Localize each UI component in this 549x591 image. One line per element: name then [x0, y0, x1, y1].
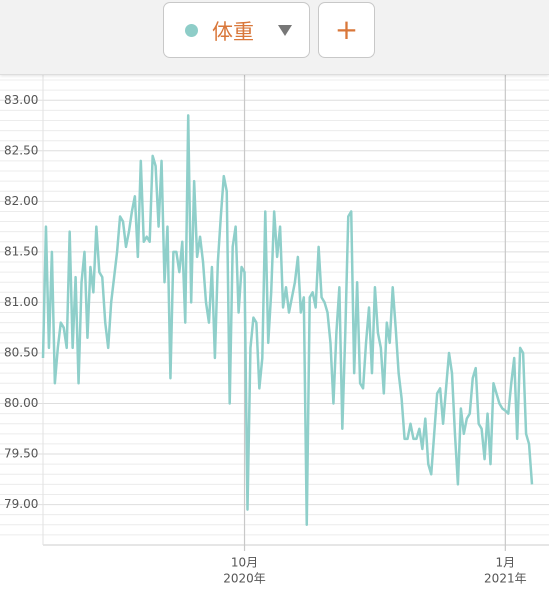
dropdown-arrow	[278, 25, 292, 36]
y-tick-label: 82.50	[4, 143, 38, 157]
y-tick-label: 80.50	[4, 345, 38, 359]
series-dot	[185, 24, 198, 37]
y-tick-label: 80.00	[4, 396, 38, 410]
y-tick-label: 81.50	[4, 244, 38, 258]
x-tick-label: 10月	[231, 556, 258, 570]
metric-dropdown[interactable]: 体重	[163, 2, 310, 58]
metric-label: 体重	[212, 20, 254, 44]
toolbar: 体重 +	[0, 0, 549, 75]
x-tick-label: 2021年	[484, 572, 527, 586]
y-tick-label: 79.00	[4, 497, 38, 511]
y-tick-label: 81.00	[4, 295, 38, 309]
y-tick-label: 83.00	[4, 93, 38, 107]
x-tick-label: 1月	[496, 556, 516, 570]
series-line	[41, 114, 534, 527]
y-tick-label: 79.50	[4, 447, 38, 461]
add-button[interactable]: +	[318, 2, 375, 58]
y-tick-label: 82.00	[4, 194, 38, 208]
x-tick-label: 2020年	[223, 572, 266, 586]
